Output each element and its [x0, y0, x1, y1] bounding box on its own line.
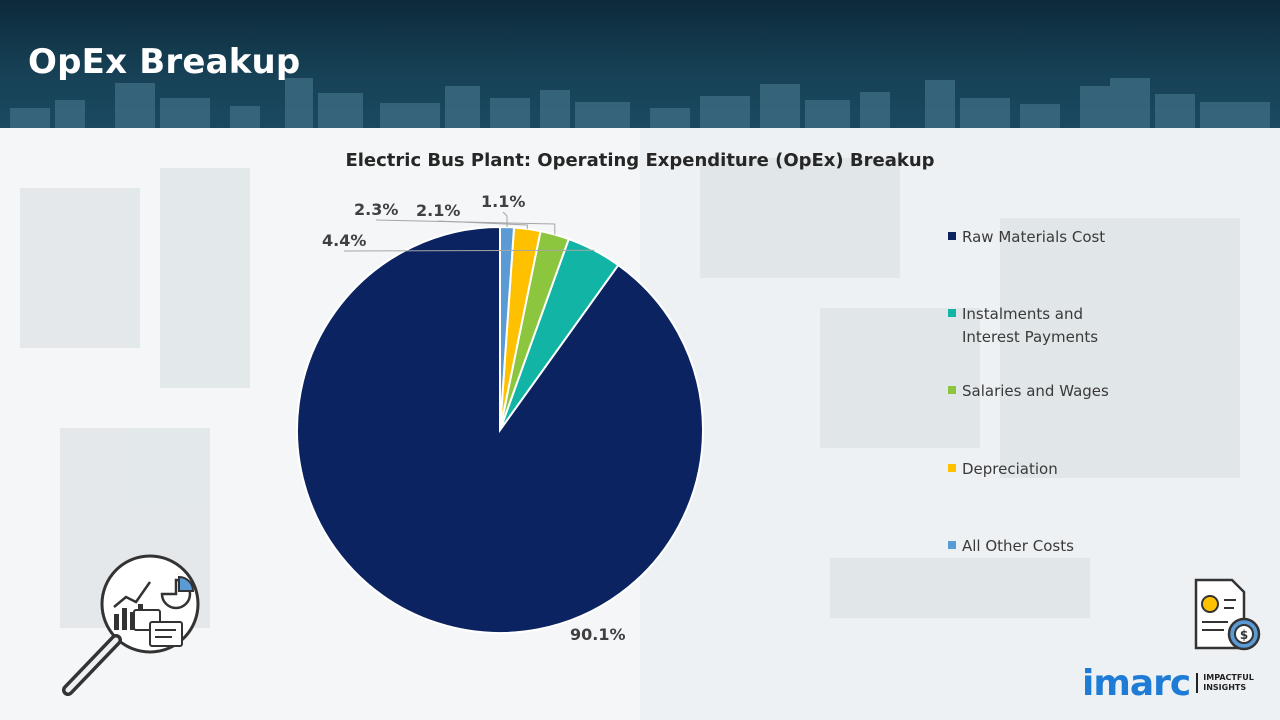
legend-label: Salaries and Wages	[962, 382, 1109, 400]
legend-swatch	[948, 309, 956, 317]
brand-name: imarc	[1082, 662, 1191, 704]
page-title: OpEx Breakup	[28, 42, 301, 82]
legend-item: All Other Costs	[948, 535, 1132, 558]
pie-slice	[499, 225, 516, 431]
legend-label: Depreciation	[962, 460, 1058, 478]
data-label: 90.1%	[570, 625, 626, 644]
legend-item: Salaries and Wages	[948, 380, 1132, 403]
svg-text:$: $	[1240, 628, 1248, 642]
legend-swatch	[948, 464, 956, 472]
brand-tagline: IMPACTFUL INSIGHTS	[1196, 673, 1254, 693]
brand-tagline-line: INSIGHTS	[1203, 683, 1247, 692]
data-label: 4.4%	[322, 231, 367, 250]
invoice-dollar-gear-icon: $	[1194, 578, 1261, 651]
legend-swatch	[948, 232, 956, 240]
legend-label: Instalments and Interest Payments	[962, 305, 1099, 346]
imarc-logo: imarc IMPACTFUL INSIGHTS	[1082, 658, 1262, 708]
legend-label: Raw Materials Cost	[962, 228, 1106, 246]
leader-line	[343, 249, 595, 252]
header-banner: OpEx Breakup	[0, 0, 1280, 128]
city-skyline-graphic	[10, 78, 1270, 128]
brand-tagline-line: IMPACTFUL	[1203, 673, 1254, 682]
leader-line	[437, 220, 528, 229]
data-label: 1.1%	[481, 192, 526, 211]
leader-line	[375, 219, 556, 235]
legend-label: All Other Costs	[962, 537, 1074, 555]
legend-swatch	[948, 386, 956, 394]
chart-legend: Raw Materials Cost Instalments and Intere…	[948, 0, 1268, 720]
data-label: 2.1%	[416, 201, 461, 220]
leader-line	[502, 211, 508, 228]
legend-item: Raw Materials Cost	[948, 226, 1132, 249]
chart-title: Electric Bus Plant: Operating Expenditur…	[345, 150, 935, 171]
legend-swatch	[948, 541, 956, 549]
legend-item: Depreciation	[948, 458, 1132, 481]
data-label: 2.3%	[354, 200, 399, 219]
magnifier-analytics-icon	[62, 554, 200, 696]
legend-item: Instalments and Interest Payments	[948, 303, 1132, 349]
